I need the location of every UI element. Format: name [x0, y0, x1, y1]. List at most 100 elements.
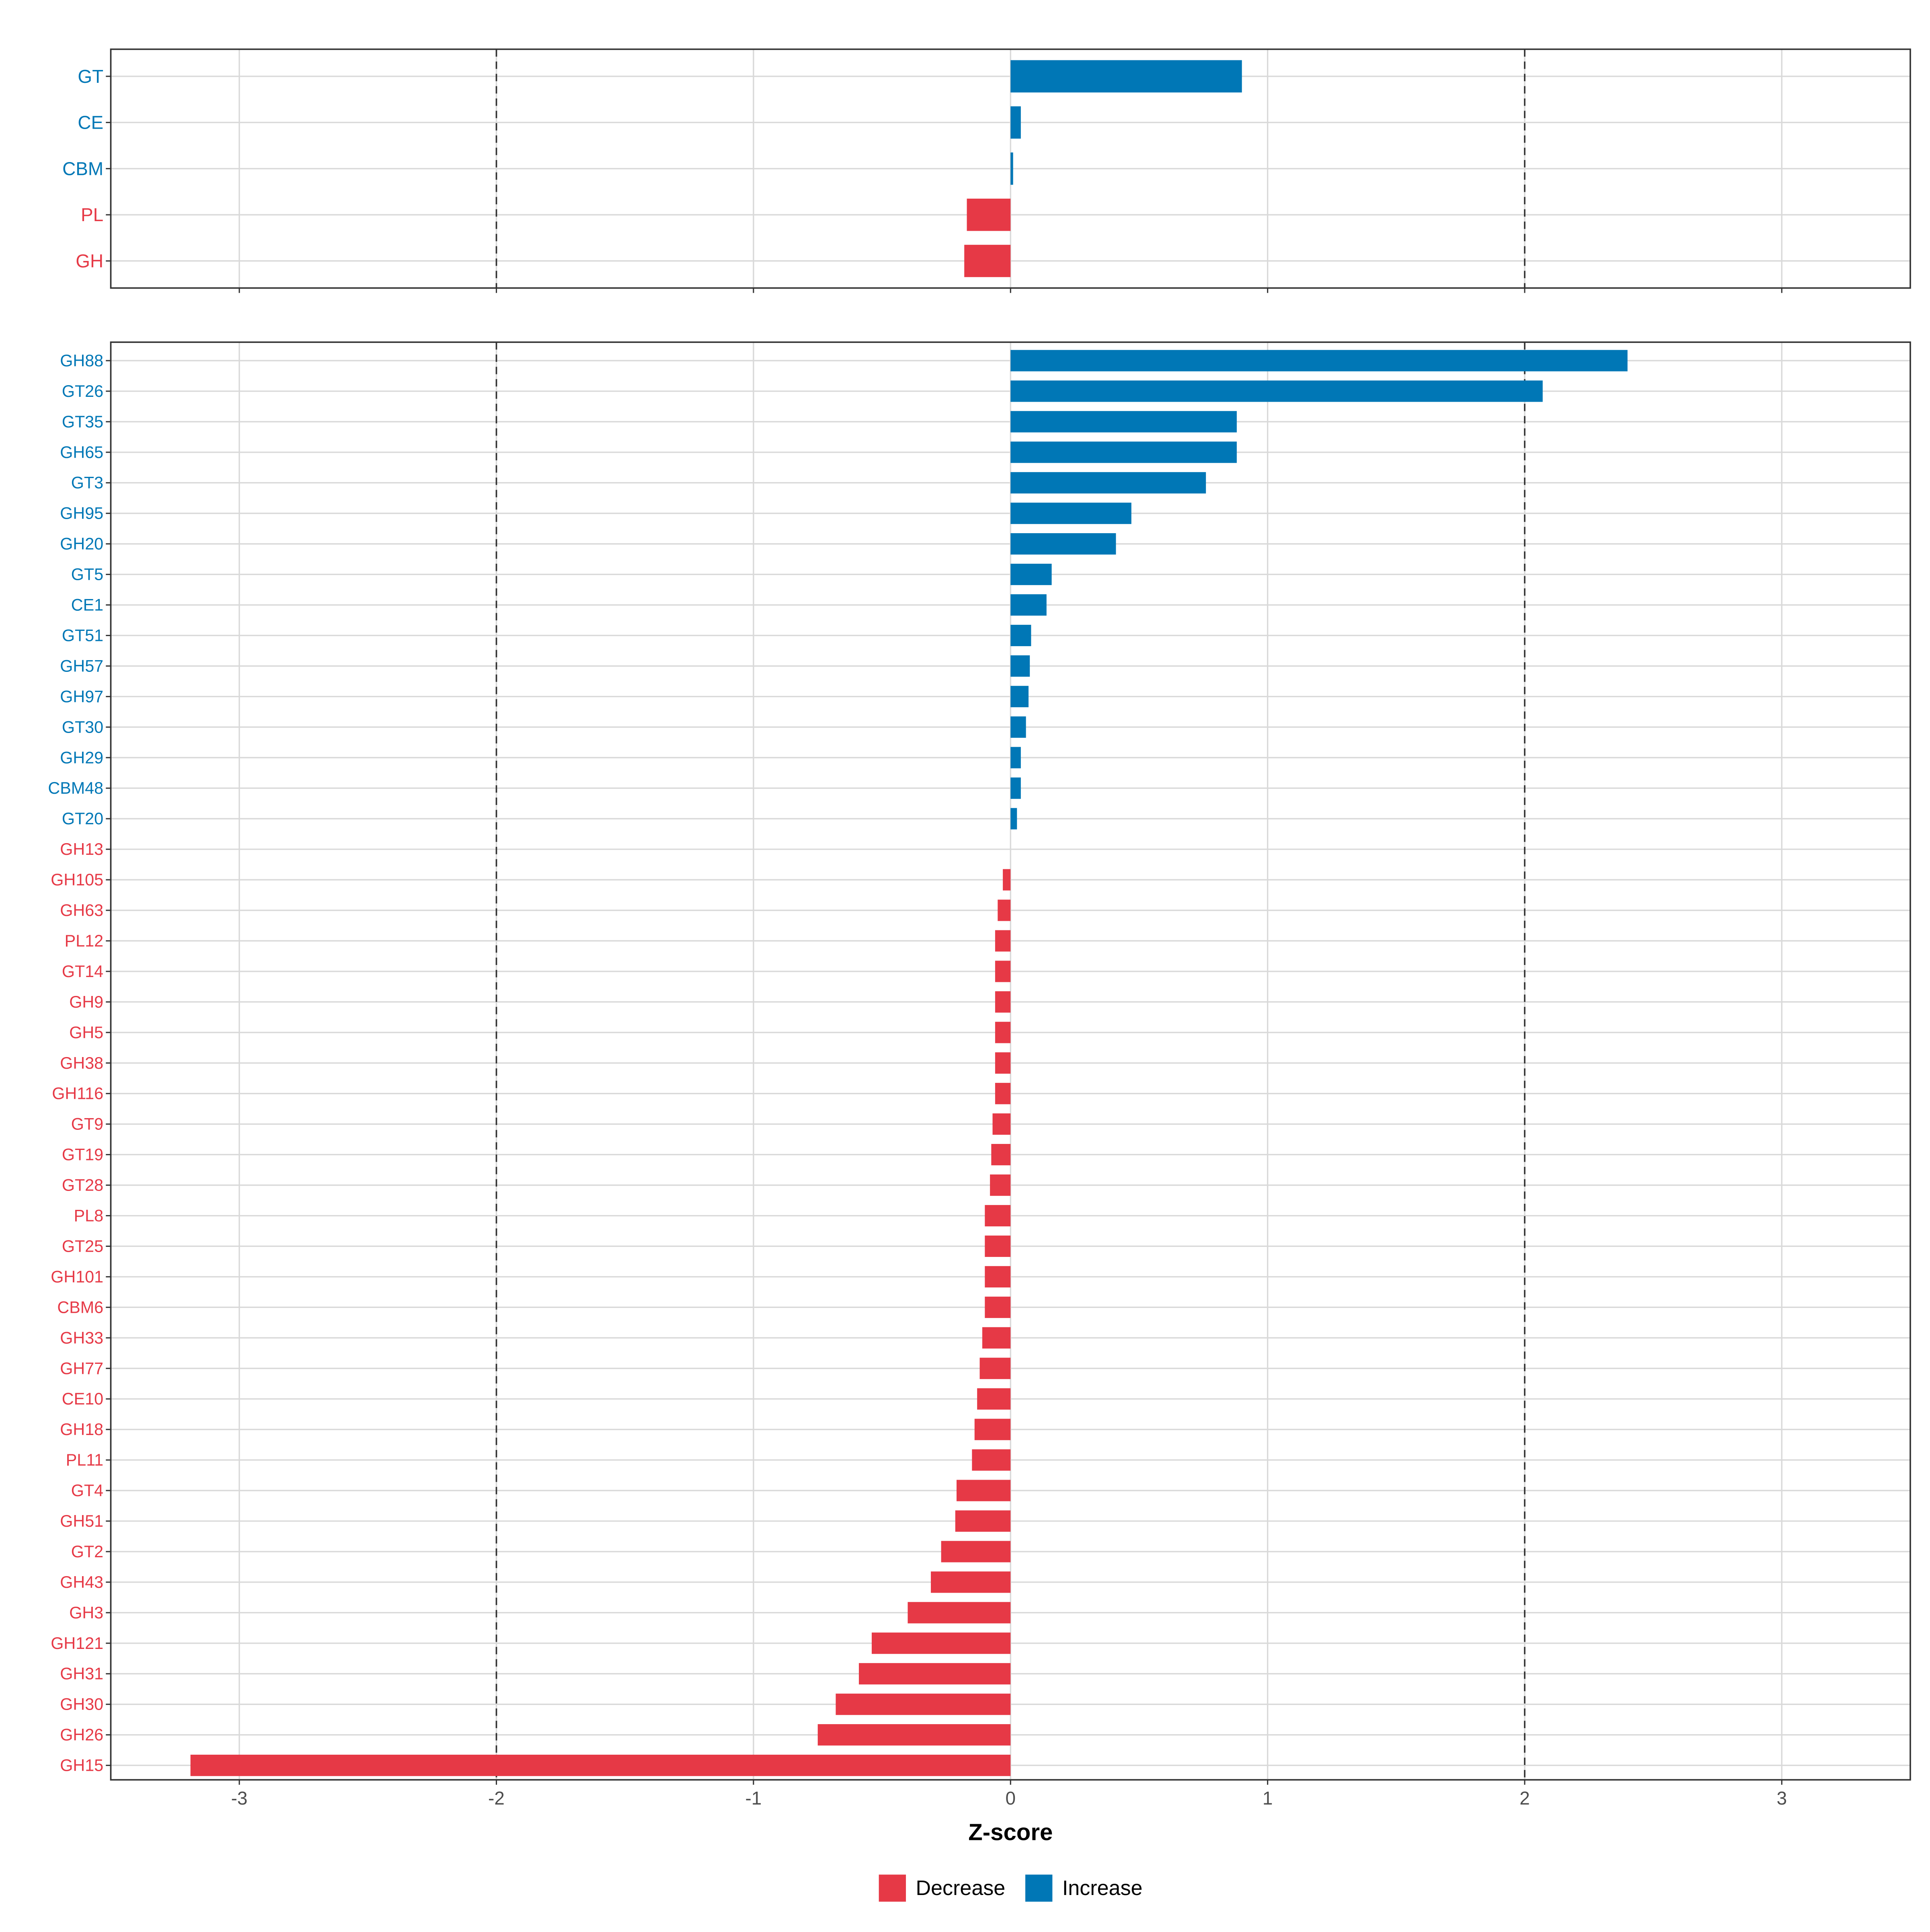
- category-label-gh15: GH15: [60, 1756, 103, 1775]
- category-label-gt3: GT3: [71, 474, 103, 492]
- category-label-gt28: GT28: [62, 1176, 103, 1195]
- bar-cbm: [1010, 152, 1013, 185]
- panel-family-level: GH88 GT26 GT35 GH65 GT3 GH95 GH20 GT5 CE1 GT51 GH5…: [48, 341, 1911, 1785]
- bar-gh51: [955, 1510, 1011, 1532]
- category-label-pl: PL: [81, 204, 103, 225]
- bar-gh105: [1003, 869, 1011, 891]
- bar-pl: [967, 199, 1011, 231]
- bar-pl11: [972, 1449, 1011, 1471]
- category-label-gt9: GT9: [71, 1115, 103, 1133]
- category-label-gt2: GT2: [71, 1542, 103, 1561]
- bar-gh63: [998, 899, 1011, 921]
- bar-gt51: [1010, 624, 1031, 647]
- category-label-gh121: GH121: [51, 1634, 103, 1653]
- bar-ce10: [977, 1388, 1011, 1410]
- bar-gt5: [1010, 563, 1052, 585]
- bar-gt9: [992, 1113, 1011, 1135]
- category-label-gh88: GH88: [60, 351, 103, 370]
- x-tick-label: 0: [1005, 1788, 1016, 1809]
- bar-gh18: [974, 1419, 1011, 1440]
- category-label-gh51: GH51: [60, 1512, 103, 1530]
- category-label-gh13: GH13: [60, 840, 103, 858]
- x-tick-label: -2: [488, 1788, 505, 1809]
- category-label-gh31: GH31: [60, 1665, 103, 1683]
- category-label-gt4: GT4: [71, 1481, 103, 1500]
- bar-gh20: [1010, 533, 1116, 555]
- x-tick-label: 1: [1263, 1788, 1273, 1809]
- category-label-ce1: CE1: [71, 596, 103, 614]
- bar-gh88: [1010, 350, 1628, 372]
- bar-ce1: [1010, 594, 1047, 616]
- category-label-gh63: GH63: [60, 901, 103, 920]
- category-label-gh3: GH3: [69, 1603, 103, 1622]
- bar-gt2: [941, 1541, 1011, 1562]
- legend-item-increase: Increase: [1025, 1875, 1143, 1902]
- bar-gh30: [836, 1694, 1011, 1715]
- bar-gh95: [1010, 503, 1131, 524]
- bar-gt35: [1010, 411, 1237, 433]
- category-label-gt19: GT19: [62, 1146, 103, 1164]
- category-label-gh: GH: [76, 250, 103, 271]
- x-tick-label: 3: [1777, 1788, 1787, 1809]
- bar-gh15: [190, 1755, 1011, 1776]
- bar-gt28: [990, 1174, 1011, 1196]
- bar-gt4: [957, 1480, 1011, 1501]
- category-label-gt5: GT5: [71, 565, 103, 584]
- category-label-gh97: GH97: [60, 687, 103, 706]
- bar-gt3: [1010, 472, 1206, 494]
- category-label-gh101: GH101: [51, 1267, 103, 1286]
- category-label-pl8: PL8: [74, 1207, 104, 1225]
- x-axis-title: Z-score: [968, 1819, 1053, 1846]
- bar-gh26: [817, 1724, 1011, 1746]
- bar-gh43: [931, 1571, 1011, 1593]
- bar-gt14: [995, 961, 1011, 982]
- category-label-gh65: GH65: [60, 443, 103, 462]
- category-label-pl11: PL11: [66, 1451, 103, 1469]
- category-label-gh116: GH116: [52, 1084, 103, 1103]
- category-label-gt30: GT30: [62, 718, 103, 736]
- panel-class-level: GT CE CBM PL GH: [62, 48, 1911, 293]
- category-label-gt20: GT20: [62, 809, 103, 828]
- category-label-gt26: GT26: [62, 382, 103, 400]
- bar-gt30: [1010, 716, 1026, 738]
- bar-gh: [964, 244, 1011, 277]
- bar-gh3: [908, 1602, 1011, 1624]
- category-label-gt14: GT14: [62, 962, 103, 981]
- legend-swatch-decrease: [879, 1875, 906, 1902]
- bar-gh31: [859, 1663, 1011, 1685]
- bar-pl8: [985, 1205, 1011, 1227]
- bar-gt: [1010, 60, 1242, 92]
- bar-gt26: [1010, 380, 1543, 402]
- category-label-ce10: CE10: [62, 1390, 103, 1408]
- x-tick-label: -3: [231, 1788, 248, 1809]
- bar-gh101: [985, 1266, 1011, 1287]
- bar-pl12: [995, 930, 1011, 952]
- category-label-gt35: GT35: [62, 413, 103, 431]
- category-label-gt: GT: [78, 66, 103, 87]
- bar-gh5: [995, 1022, 1011, 1043]
- category-label-gh43: GH43: [60, 1573, 103, 1591]
- category-label-gh57: GH57: [60, 657, 103, 675]
- category-label-pl12: PL12: [65, 932, 103, 950]
- x-tick-label: 2: [1519, 1788, 1530, 1809]
- bar-gh29: [1010, 747, 1021, 768]
- bar-gt19: [991, 1144, 1011, 1166]
- category-label-gt51: GT51: [62, 626, 103, 645]
- bar-cbm48: [1010, 777, 1021, 799]
- category-label-cbm: CBM: [62, 158, 103, 179]
- category-label-gh29: GH29: [60, 748, 103, 767]
- bar-cbm6: [985, 1296, 1011, 1318]
- category-label-gh38: GH38: [60, 1054, 103, 1072]
- category-label-ce: CE: [78, 112, 103, 133]
- legend-label-decrease: Decrease: [916, 1877, 1006, 1900]
- category-label-cbm48: CBM48: [48, 779, 103, 797]
- bar-gh38: [995, 1052, 1011, 1074]
- category-label-cbm6: CBM6: [57, 1298, 103, 1316]
- category-label-gh30: GH30: [60, 1695, 103, 1714]
- legend-label-increase: Increase: [1062, 1877, 1143, 1900]
- category-label-gh5: GH5: [69, 1023, 103, 1042]
- category-label-gt25: GT25: [62, 1237, 103, 1255]
- bar-ce: [1010, 106, 1021, 139]
